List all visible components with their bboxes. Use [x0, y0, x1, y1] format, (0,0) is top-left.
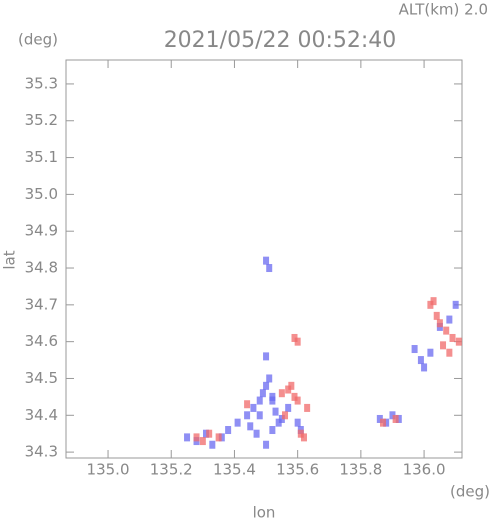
echo-point	[253, 429, 260, 438]
echo-point	[234, 418, 241, 427]
echo-point	[440, 341, 447, 350]
x-tick-label: 135.4	[213, 461, 256, 479]
echo-point	[259, 389, 266, 398]
echo-point	[218, 433, 225, 442]
plot-frame	[65, 59, 463, 459]
echo-point	[383, 418, 390, 427]
echo-point	[395, 414, 402, 423]
y-unit: (deg)	[18, 31, 58, 49]
echo-point	[421, 363, 428, 372]
y-tick-label: 34.8	[25, 259, 58, 277]
echo-point	[379, 418, 386, 427]
echo-point	[446, 315, 453, 324]
echo-point	[427, 348, 434, 357]
y-tick-label: 34.3	[25, 443, 58, 461]
x-axis-label: lon	[253, 504, 276, 521]
y-tick-label: 35.2	[25, 111, 58, 129]
echo-point	[266, 374, 273, 383]
echo-point	[272, 407, 279, 416]
echo-point	[263, 256, 270, 265]
echo-point	[452, 300, 459, 309]
echo-point	[184, 433, 191, 442]
x-tick-label: 135.8	[339, 461, 382, 479]
echo-point	[206, 429, 213, 438]
echo-point	[275, 418, 282, 427]
echo-point	[278, 414, 285, 423]
echo-point	[285, 385, 292, 394]
altitude: ALT(km) 2.0	[399, 1, 488, 19]
x-tick-label: 135.0	[87, 461, 130, 479]
echo-point	[389, 411, 396, 420]
echo-point	[266, 264, 273, 273]
x-tick-label: 135.2	[150, 461, 193, 479]
echo-point	[294, 396, 301, 405]
echo-point	[203, 429, 210, 438]
y-tick-label: 34.6	[25, 332, 58, 350]
echo-point	[263, 381, 270, 390]
x-tick-label: 135.6	[276, 461, 319, 479]
echo-point	[269, 396, 276, 405]
y-tick-label: 34.4	[25, 406, 58, 424]
echo-point	[269, 426, 276, 435]
echo-point	[411, 345, 418, 354]
echo-point	[294, 337, 301, 346]
echo-point	[278, 389, 285, 398]
echo-point	[199, 437, 206, 446]
echo-point	[449, 333, 456, 342]
echo-point	[446, 348, 453, 357]
echo-point	[193, 433, 200, 442]
echo-point	[263, 352, 270, 361]
echo-point	[417, 356, 424, 365]
echo-point	[291, 333, 298, 342]
echo-point	[288, 381, 295, 390]
y-tick-label: 35.3	[25, 74, 58, 92]
echo-point	[430, 297, 437, 306]
x-tick-label: 136.0	[403, 461, 446, 479]
echo-point	[443, 326, 450, 335]
echo-point	[300, 433, 307, 442]
echo-point	[263, 440, 270, 449]
echo-point	[244, 411, 251, 420]
echo-point	[455, 337, 462, 346]
echo-point	[427, 300, 434, 309]
echo-point	[209, 440, 216, 449]
echo-point	[294, 418, 301, 427]
echo-point	[282, 411, 289, 420]
y-tick-label: 34.9	[25, 222, 58, 240]
y-axis-label: lat	[1, 250, 19, 269]
y-tick-label: 34.5	[25, 369, 58, 387]
echo-point	[256, 411, 263, 420]
y-tick-label: 34.7	[25, 295, 58, 313]
y-tick-label: 35.0	[25, 185, 58, 203]
echo-point	[244, 400, 251, 409]
echo-point	[376, 414, 383, 423]
echo-point	[247, 422, 254, 431]
echo-point	[291, 392, 298, 401]
echo-point	[225, 426, 232, 435]
y-tick-label: 35.1	[25, 148, 58, 166]
echo-point	[436, 319, 443, 328]
echo-point	[392, 414, 399, 423]
echo-point	[250, 403, 257, 412]
echo-point	[285, 403, 292, 412]
echo-point	[304, 403, 311, 412]
echo-point	[297, 429, 304, 438]
echo-point	[256, 396, 263, 405]
echo-point	[433, 311, 440, 320]
echo-point	[215, 433, 222, 442]
x-unit: (deg)	[450, 483, 490, 501]
chart-title: 2021/05/22 00:52:40	[164, 28, 397, 53]
